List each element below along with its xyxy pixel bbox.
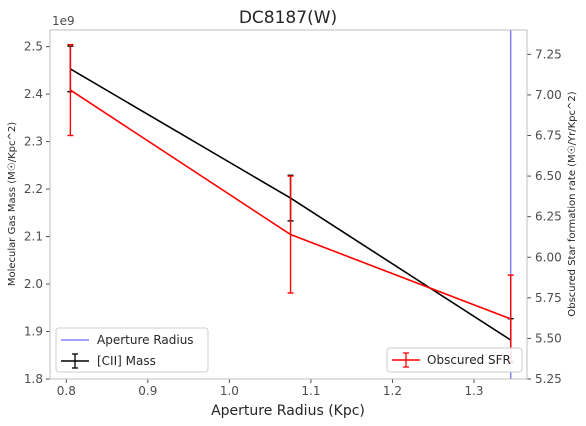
left-y-tick-label: 1.8 <box>24 372 43 386</box>
x-tick-label: 1.1 <box>301 384 320 398</box>
legend-box-left <box>55 327 209 373</box>
right-y-tick-label: 7.25 <box>535 47 562 61</box>
left-axis-label: Molecular Gas Mass (M☉/Kpc^2) <box>7 122 18 286</box>
plot-frame <box>49 29 528 380</box>
right-y-tick-label: 6.50 <box>535 169 562 183</box>
chart-title: DC8187(W) <box>239 8 337 28</box>
right-y-tick-label: 7.00 <box>535 88 562 102</box>
left-y-tick-label: 2.4 <box>24 87 43 101</box>
x-tick-label: 1.0 <box>220 384 239 398</box>
legend-box-right <box>386 347 523 373</box>
right-y-tick-label: 5.75 <box>535 291 562 305</box>
x-tick-label: 1.2 <box>383 384 402 398</box>
left-y-tick-label: 2.1 <box>24 230 43 244</box>
left-y-tick-label: 2.5 <box>24 40 43 54</box>
legend-cii-label: [CII] Mass <box>97 354 156 368</box>
left-y-tick-label: 1.9 <box>24 325 43 339</box>
x-tick-label: 0.9 <box>138 384 157 398</box>
left-axis-offset-label: 1e9 <box>52 14 75 28</box>
x-axis-label: Aperture Radius (Kpc) <box>211 403 365 419</box>
legend-layer: Aperture Radius [CII] Mass Obscured SFR <box>55 327 523 373</box>
right-y-tick-label: 5.50 <box>535 331 562 345</box>
left-y-tick-label: 2.0 <box>24 277 43 291</box>
x-tick-label: 1.3 <box>464 384 483 398</box>
right-axis-label: Obscured Star formation rate (M☉/Yr/Kpc^… <box>567 91 578 316</box>
left-y-tick-label: 2.3 <box>24 135 43 149</box>
right-y-tick-label: 6.25 <box>535 210 562 224</box>
left-y-tick-label: 2.2 <box>24 182 43 196</box>
right-y-tick-label: 5.25 <box>535 372 562 386</box>
x-tick-label: 0.8 <box>57 384 76 398</box>
right-y-tick-label: 6.00 <box>535 250 562 264</box>
right-y-tick-label: 6.75 <box>535 129 562 143</box>
ticks-layer: 0.8 0.9 1.0 1.1 1.2 1.3 1.8 1.9 2.0 2.1 2.2 2.3 2.4 2… <box>24 40 562 398</box>
legend-sfr-label: Obscured SFR <box>427 353 511 367</box>
legend-aperture-label: Aperture Radius <box>97 333 194 347</box>
